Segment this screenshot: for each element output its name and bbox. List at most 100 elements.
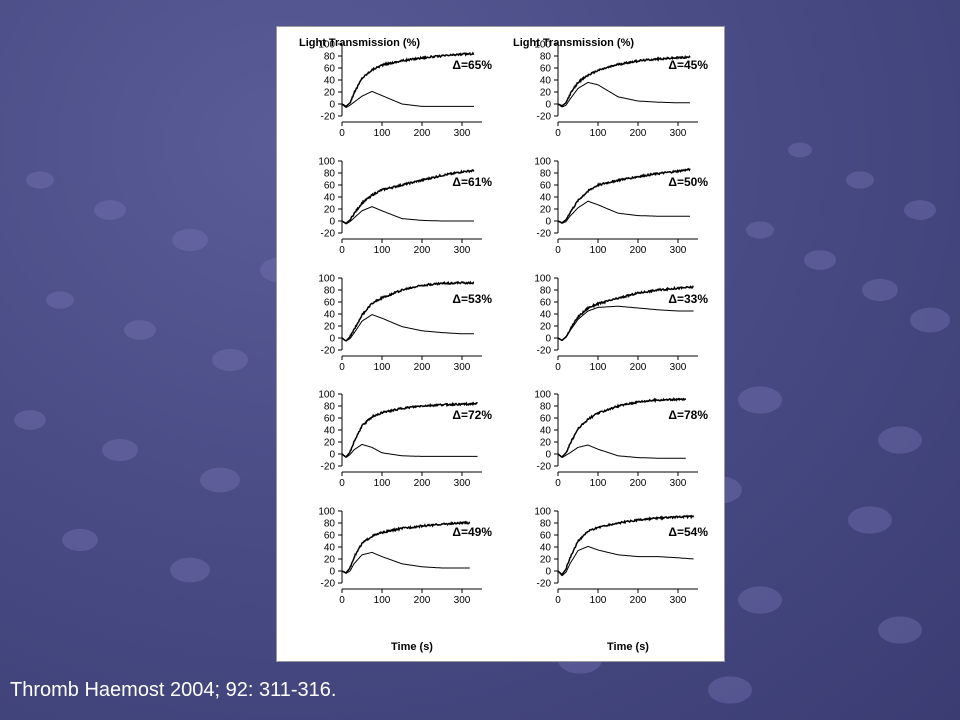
y-tick-label: -20 [321,579,336,590]
y-tick-label: 80 [324,169,336,180]
x-tick-label: 0 [339,245,345,256]
y-tick-label: 60 [540,64,552,75]
x-tick-label: 100 [374,362,391,373]
x-tick-label: 300 [454,362,471,373]
x-tick-label: 100 [590,595,607,606]
y-tick-label: 100 [534,507,551,518]
background-dot [26,171,54,189]
y-tick-label: 0 [545,217,551,228]
y-tick-label: 60 [540,414,552,425]
y-tick-label: 60 [540,531,552,542]
background-dot [804,250,836,270]
y-tick-label: -20 [321,112,336,123]
y-tick-label: -20 [321,346,336,357]
delta-annotation: Δ=65% [452,58,492,72]
y-tick-label: 20 [324,322,336,333]
background-dot [170,557,210,583]
y-tick-label: 0 [545,450,551,461]
x-tick-label: 200 [630,362,647,373]
y-tick-label: -20 [537,346,552,357]
transient-trace [557,200,690,224]
x-tick-label: 200 [630,595,647,606]
x-tick-label: 0 [339,128,345,139]
x-tick-label: 300 [454,595,471,606]
x-tick-label: 300 [670,595,687,606]
x-tick-label: 300 [454,245,471,256]
x-tick-label: 200 [630,478,647,489]
transient-trace [341,206,474,225]
y-tick-label: 20 [324,438,336,449]
y-axis-label-right: Light Transmission (%) [513,37,634,49]
y-tick-label: 40 [540,310,552,321]
y-tick-label: 20 [324,555,336,566]
x-tick-label: 200 [414,362,431,373]
x-tick-label: 200 [414,128,431,139]
y-tick-label: 20 [540,438,552,449]
y-tick-label: -20 [537,112,552,123]
aggregation-trace [557,167,691,224]
y-tick-label: 100 [534,40,551,51]
y-tick-label: 60 [324,414,336,425]
x-tick-label: 200 [414,478,431,489]
transient-trace [341,444,478,458]
background-dot [746,221,774,239]
y-tick-label: 80 [324,519,336,530]
y-tick-label: 40 [324,310,336,321]
y-tick-label: 60 [324,531,336,542]
transient-trace [341,314,474,342]
y-tick-label: 100 [534,157,551,168]
x-tick-label: 100 [590,478,607,489]
y-tick-label: 40 [324,543,336,554]
y-tick-label: -20 [537,462,552,473]
y-tick-label: 0 [329,334,335,345]
y-tick-label: 0 [545,100,551,111]
delta-annotation: Δ=33% [668,292,708,306]
aggregation-trace [341,168,475,224]
x-tick-label: 200 [630,245,647,256]
y-tick-label: 0 [545,334,551,345]
y-tick-label: 60 [540,181,552,192]
background-dot [172,228,208,252]
background-dot [46,291,74,309]
y-tick-label: 0 [545,567,551,578]
background-dot [708,676,752,704]
background-dot [878,426,922,454]
delta-annotation: Δ=53% [452,292,492,306]
y-tick-label: 80 [540,169,552,180]
y-tick-label: 40 [540,426,552,437]
y-tick-label: 20 [540,322,552,333]
y-tick-label: 60 [324,298,336,309]
background-dot [848,506,892,534]
y-tick-label: 80 [540,286,552,297]
delta-annotation: Δ=54% [668,525,708,539]
transient-trace [557,305,694,341]
x-tick-label: 100 [374,478,391,489]
y-tick-label: 0 [329,450,335,461]
transient-trace [341,90,474,109]
x-tick-label: 100 [374,595,391,606]
background-dot [124,320,156,340]
x-tick-label: 100 [590,362,607,373]
x-tick-label: 100 [590,128,607,139]
x-tick-label: 100 [374,245,391,256]
x-tick-label: 200 [630,128,647,139]
y-tick-label: 40 [540,543,552,554]
y-tick-label: -20 [321,462,336,473]
figure-panel: Light Transmission (%) Light Transmission… [276,26,725,662]
background-dot [738,386,782,414]
aggregation-trace [557,514,695,576]
x-tick-label: 300 [670,362,687,373]
y-tick-label: 100 [318,390,335,401]
y-tick-label: 40 [540,193,552,204]
delta-annotation: Δ=50% [668,175,708,189]
x-tick-label: 200 [414,245,431,256]
x-tick-label: 100 [590,245,607,256]
aggregation-trace [557,285,694,341]
aggregation-trace [341,51,475,107]
x-tick-label: 0 [339,595,345,606]
x-tick-label: 200 [414,595,431,606]
